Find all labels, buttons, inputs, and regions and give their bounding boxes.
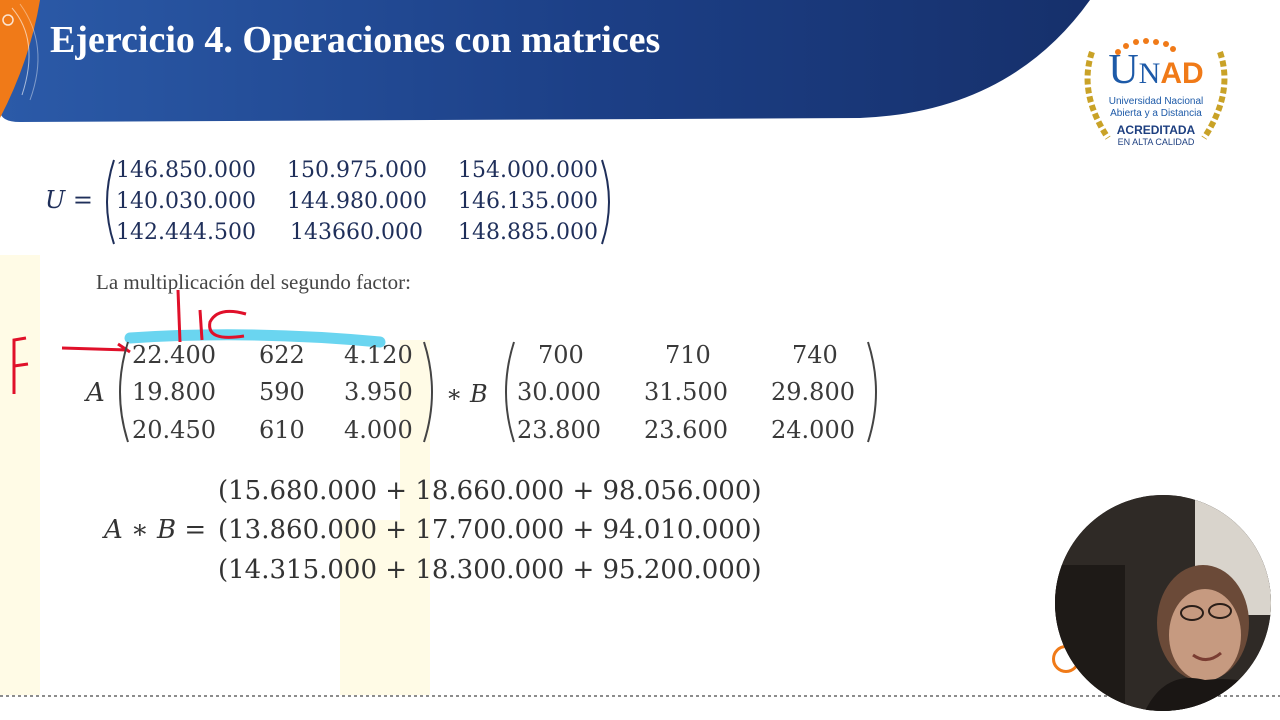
ink-column-stroke xyxy=(176,290,182,343)
matrix-b-cell: 700 xyxy=(538,341,584,369)
matrix-u-cell: 154.000.000 xyxy=(458,158,598,183)
matrix-b-cell: 24.000 xyxy=(771,416,855,444)
right-paren xyxy=(867,341,877,443)
header-banner xyxy=(0,0,1090,122)
left-paren xyxy=(505,341,515,443)
right-paren xyxy=(601,159,610,245)
logo-line-1: Universidad Nacional xyxy=(1108,96,1204,107)
instruction-text: La multiplicación del segundo factor: xyxy=(96,270,411,294)
slide-title: Ejercicio 4. Operaciones con matrices xyxy=(50,19,661,61)
matrix-u-cell: 142.444.500 xyxy=(116,220,256,245)
logo-letter-n: N xyxy=(1138,57,1161,90)
ink-letter-c xyxy=(208,309,247,339)
background-shape xyxy=(340,520,400,695)
matrix-b-cell: 740 xyxy=(792,341,838,369)
matrix-a-cell: 22.400 xyxy=(132,341,216,369)
matrix-b-cell: 30.000 xyxy=(517,378,601,406)
matrix-u-cell: 148.885.000 xyxy=(458,220,598,245)
product-row: (15.680.000 + 18.660.000 + 98.056.000) xyxy=(218,476,762,506)
multiply-operator: ∗ B xyxy=(446,380,488,408)
matrix-a-cell: 4.000 xyxy=(344,416,413,444)
product-label: A ∗ B = xyxy=(104,515,207,545)
left-paren xyxy=(106,159,115,245)
ink-letter-f xyxy=(12,336,29,394)
matrix-u-cell: 140.030.000 xyxy=(116,189,256,214)
logo-badge-sub: EN ALTA CALIDAD xyxy=(1117,137,1195,147)
presenter-video-frame xyxy=(1055,495,1271,711)
right-paren xyxy=(423,341,433,443)
highlight-stroke xyxy=(124,329,386,348)
matrix-u-cell: 144.980.000 xyxy=(287,189,427,214)
matrix-a-cell: 20.450 xyxy=(132,416,216,444)
laurel-icon xyxy=(1084,38,1228,140)
product-row: (14.315.000 + 18.300.000 + 95.200.000) xyxy=(218,555,762,585)
matrix-a-cell: 19.800 xyxy=(132,378,216,406)
logo-line-2: Abierta y a Distancia xyxy=(1110,108,1202,119)
webcam-video[interactable] xyxy=(1055,495,1271,711)
matrix-u-label: U = xyxy=(45,186,93,214)
ink-arrow xyxy=(61,342,131,354)
matrix-a-cell: 3.950 xyxy=(344,378,413,406)
matrix-a-cell: 622 xyxy=(259,341,305,369)
matrix-b-cell: 31.500 xyxy=(644,378,728,406)
left-paren xyxy=(119,341,129,443)
logo-letters-ad: AD xyxy=(1160,57,1204,90)
logo-letter-u: U xyxy=(1108,47,1139,93)
matrix-u-cell: 146.135.000 xyxy=(458,189,598,214)
footer-divider xyxy=(0,695,1280,697)
matrix-a-label: A xyxy=(86,378,105,408)
matrix-b-cell: 23.800 xyxy=(517,416,601,444)
ink-letter-l xyxy=(198,309,204,341)
matrix-a-cell: 610 xyxy=(259,416,305,444)
matrix-b-cell: 29.800 xyxy=(771,378,855,406)
matrix-u-cell: 150.975.000 xyxy=(287,158,427,183)
matrix-a-cell: 590 xyxy=(259,378,305,406)
background-shape xyxy=(400,340,430,695)
matrix-u-cell: 146.850.000 xyxy=(116,158,256,183)
product-row: (13.860.000 + 17.700.000 + 94.010.000) xyxy=(218,515,762,545)
matrix-b-cell: 23.600 xyxy=(644,416,728,444)
logo-badge: ACREDITADA xyxy=(1116,123,1196,137)
background-shape xyxy=(0,255,40,695)
unad-logo: UNAD Universidad Nacional Abierta y a Di… xyxy=(1078,38,1234,150)
matrix-u-cell: 143660.000 xyxy=(290,220,423,245)
matrix-b-cell: 710 xyxy=(665,341,711,369)
matrix-a-cell: 4.120 xyxy=(344,341,413,369)
ink-annotation xyxy=(12,290,386,394)
